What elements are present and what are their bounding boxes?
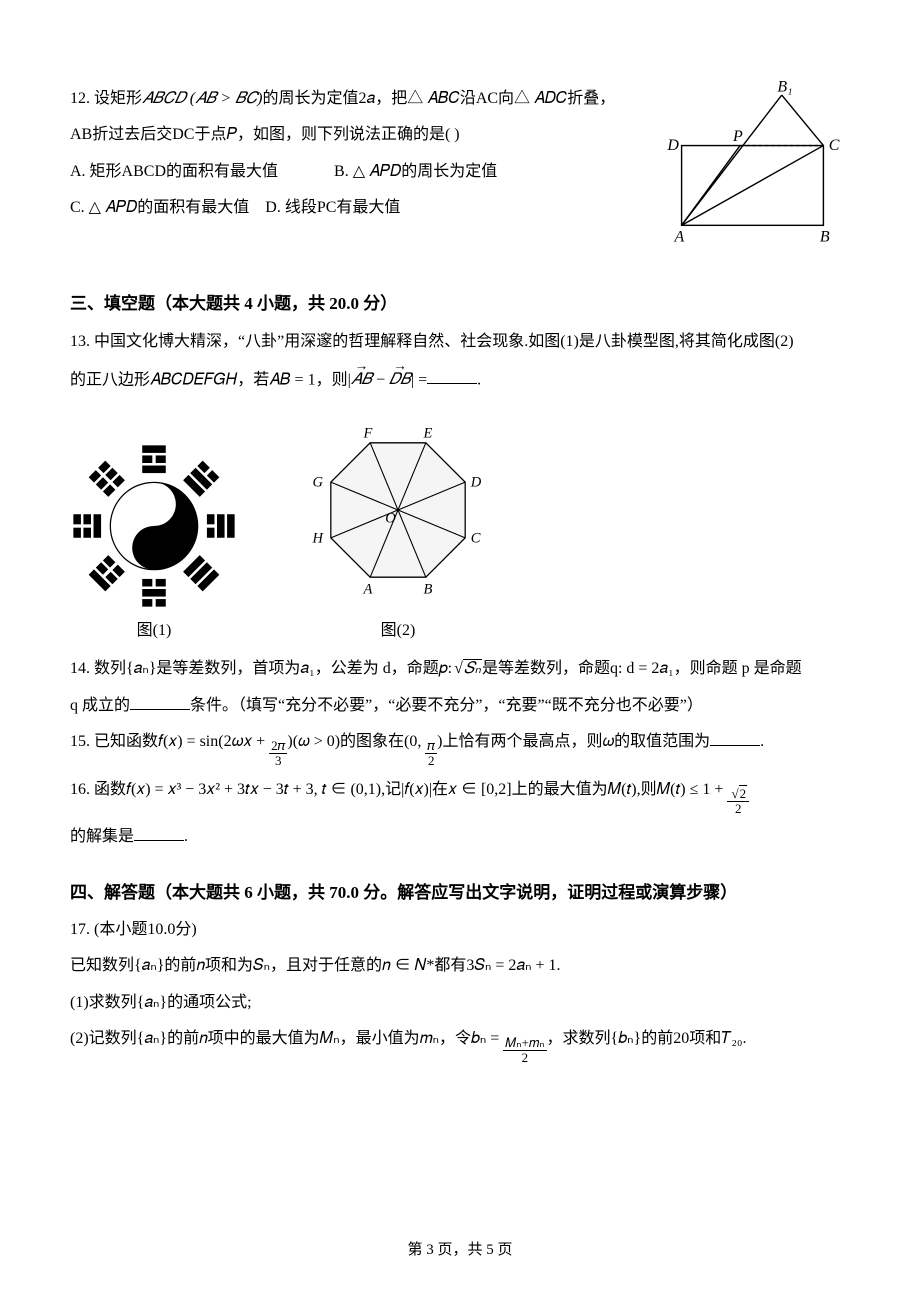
q12-abcd: 𝐴𝐵𝐶𝐷 (𝐴𝐵 > 𝐵𝐶) — [142, 90, 263, 107]
q12-stem-b: 的周长为定值2𝑎，把△ 𝐴𝐵𝐶沿AC向△ 𝐴𝐷𝐶折叠， — [263, 90, 616, 107]
q15-end: . — [760, 733, 764, 750]
question-12-text: 12. 设矩形𝐴𝐵𝐶𝐷 (𝐴𝐵 > 𝐵𝐶)的周长为定值2𝑎，把△ 𝐴𝐵𝐶沿AC向… — [70, 84, 639, 230]
q13-blank — [427, 367, 477, 385]
q13-cap1: 图(1) — [137, 616, 172, 646]
q13-minus: − — [372, 371, 389, 388]
q17-frac: 𝑀ₙ+𝑚ₙ2 — [503, 1036, 546, 1064]
q12-label-C: C — [829, 137, 840, 154]
q16-line2a: 的解集是 — [70, 828, 134, 845]
q16-frac: 22 — [727, 787, 749, 815]
q15-blank — [710, 728, 760, 746]
q14-blank — [130, 692, 190, 710]
q17-p1: (1)求数列{𝑎ₙ}的通项公式; — [70, 988, 850, 1018]
oct-A: A — [362, 581, 372, 597]
q14-line2b: 条件。（填写“充分不必要”，“必要不充分”，“充要”“既不充分也不必要”） — [190, 697, 703, 714]
q15-frac2-num: 𝜋 — [425, 739, 437, 754]
q17-line1: 已知数列{𝑎ₙ}的前𝑛项和为𝑆ₙ，且对于任意的𝑛 ∈ 𝑁*都有3𝑆ₙ = 2𝑎ₙ… — [70, 951, 850, 981]
q14-line1b: 是等差数列，命题q: d = 2𝑎₁，则命题 p 是命题 — [482, 660, 802, 677]
q12-line2: AB折过去后交DC于点𝑃，如图，则下列说法正确的是( ) — [70, 120, 639, 150]
oct-H: H — [312, 531, 325, 547]
q12-optA: A. 矩形ABCD的面积有最大值 — [70, 163, 278, 180]
q14-sqrt-inner: 𝑆ₙ — [463, 659, 482, 677]
q12-svg: A B C D P B₁ — [655, 78, 850, 253]
oct-D: D — [470, 474, 482, 490]
q15-frac1-den: 3 — [269, 754, 287, 768]
q12-label-D: D — [666, 137, 679, 154]
oct-C: C — [471, 531, 481, 547]
q12-label-P: P — [732, 128, 743, 145]
oct-G: G — [313, 474, 324, 490]
q16-line1: 16. 函数𝑓(𝑥) = 𝑥³ − 3𝑥² + 3𝑡𝑥 − 3𝑡 + 3, 𝑡 … — [70, 775, 850, 817]
q15-frac1-num: 2𝜋 — [269, 739, 287, 754]
section-4-title: 四、解答题（本大题共 6 小题，共 70.0 分。解答应写出文字说明，证明过程或… — [70, 877, 850, 909]
q15-frac2-den: 2 — [425, 754, 437, 768]
q14-line1a: 14. 数列{𝑎ₙ}是等差数列，首项为𝑎₁，公差为 d，命题𝑝: — [70, 660, 452, 677]
q12-options-row2: C. △ 𝐴𝑃𝐷的面积有最大值 D. 线段PC有最大值 — [70, 193, 639, 223]
q13-cap2: 图(2) — [381, 616, 416, 646]
question-12-container: 12. 设矩形𝐴𝐵𝐶𝐷 (𝐴𝐵 > 𝐵𝐶)的周长为定值2𝑎，把△ 𝐴𝐵𝐶沿AC向… — [70, 84, 850, 264]
q12-optC: C. △ 𝐴𝑃𝐷的面积有最大值 — [70, 199, 249, 216]
q12-optD: D. 线段PC有最大值 — [265, 199, 400, 216]
q12-label-A: A — [674, 228, 685, 245]
q16-end: . — [184, 828, 188, 845]
q13-vec-DB: 𝐷𝐵 — [389, 363, 411, 396]
q17-frac-num: 𝑀ₙ+𝑚ₙ — [503, 1036, 546, 1051]
q14-line1: 14. 数列{𝑎ₙ}是等差数列，首项为𝑎₁，公差为 d，命题𝑝: 𝑆ₙ是等差数列，… — [70, 654, 850, 684]
q14-sqrt: 𝑆ₙ — [452, 654, 482, 684]
q12-options-row1: A. 矩形ABCD的面积有最大值 B. △ 𝐴𝑃𝐷的周长为定值 — [70, 157, 639, 187]
q12-optB: B. △ 𝐴𝑃𝐷的周长为定值 — [334, 163, 497, 180]
q13-period: . — [477, 371, 481, 388]
q12-stem-a: 12. 设矩形 — [70, 90, 142, 107]
section-3-title: 三、填空题（本大题共 4 小题，共 20.0 分） — [70, 288, 850, 320]
q17-p2a: (2)记数列{𝑎ₙ}的前𝑛项中的最大值为𝑀ₙ，最小值为𝑚ₙ，令𝑏ₙ = — [70, 1030, 503, 1047]
q15-frac1: 2𝜋3 — [269, 739, 287, 767]
q17-p2: (2)记数列{𝑎ₙ}的前𝑛项中的最大值为𝑀ₙ，最小值为𝑚ₙ，令𝑏ₙ = 𝑀ₙ+𝑚… — [70, 1024, 850, 1066]
q12-line1: 12. 设矩形𝐴𝐵𝐶𝐷 (𝐴𝐵 > 𝐵𝐶)的周长为定值2𝑎，把△ 𝐴𝐵𝐶沿AC向… — [70, 84, 639, 114]
q16-blank — [134, 824, 184, 842]
q15-frac2: 𝜋2 — [425, 739, 437, 767]
q16-frac-num: 2 — [727, 787, 749, 802]
q15-mid: )(𝜔 > 0)的图象在(0, — [287, 733, 425, 750]
q15-post: )上恰有两个最高点，则𝜔的取值范围为 — [437, 733, 710, 750]
q13-fig2-col: A B C D E F G H O 图(2) — [298, 410, 498, 646]
oct-B: B — [423, 581, 432, 597]
bagua-icon — [70, 442, 238, 610]
q15-line: 15. 已知函数𝑓(𝑥) = sin(2𝜔𝑥 + 2𝜋3)(𝜔 > 0)的图象在… — [70, 727, 850, 769]
q14-line2a: q 成立的 — [70, 697, 130, 714]
q13-fig1-col: 图(1) — [70, 442, 238, 646]
q16-line2: 的解集是. — [70, 822, 850, 852]
octagon-figure: A B C D E F G H O — [298, 410, 498, 610]
oct-E: E — [422, 425, 432, 441]
q13-figures-row: 图(1) A B C D E F G H — [70, 410, 850, 646]
oct-F: F — [362, 425, 372, 441]
q13-vec-AB: 𝐴𝐵 — [351, 363, 372, 396]
q16-frac-num-inner: 2 — [739, 785, 748, 801]
q13-line2b: | = — [411, 371, 427, 388]
q17-frac-den: 2 — [503, 1051, 546, 1065]
page-footer: 第 3 页，共 5 页 — [0, 1236, 920, 1265]
q13-line1: 13. 中国文化博大精深，“八卦”用深邃的哲理解释自然、社会现象.如图(1)是八… — [70, 327, 850, 357]
q17-head: 17. (本小题10.0分) — [70, 915, 850, 945]
q13-line2: 的正八边形𝐴𝐵𝐶𝐷𝐸𝐹𝐺𝐻，若𝐴𝐵 = 1，则|𝐴𝐵 − 𝐷𝐵| =. — [70, 363, 850, 396]
q17-p2b: ，求数列{𝑏ₙ}的前20项和𝑇₂₀. — [547, 1030, 747, 1047]
q12-label-B: B — [820, 228, 830, 245]
q12-figure: A B C D P B₁ — [655, 78, 850, 264]
q13-line2a: 的正八边形𝐴𝐵𝐶𝐷𝐸𝐹𝐺𝐻，若𝐴𝐵 = 1，则| — [70, 371, 351, 388]
q16-frac-den: 2 — [727, 802, 749, 816]
q14-line2: q 成立的 条件。（填写“充分不必要”，“必要不充分”，“充要”“既不充分也不必要… — [70, 691, 850, 721]
q12-label-B1: B₁ — [777, 78, 792, 95]
q15-pre: 15. 已知函数𝑓(𝑥) = sin(2𝜔𝑥 + — [70, 733, 269, 750]
oct-O: O — [385, 511, 396, 527]
q16-line1a: 16. 函数𝑓(𝑥) = 𝑥³ − 3𝑥² + 3𝑡𝑥 − 3𝑡 + 3, 𝑡 … — [70, 781, 727, 798]
